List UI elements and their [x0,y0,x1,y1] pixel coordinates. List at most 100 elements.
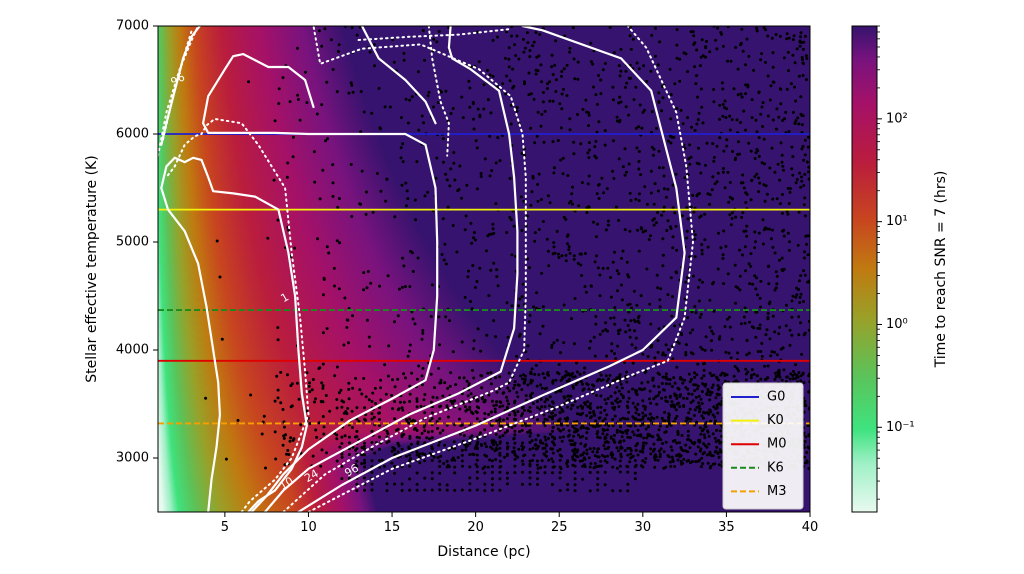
star-point [728,325,732,329]
star-point [556,252,560,256]
star-point [588,447,592,451]
star-point [488,174,492,178]
star-point [612,51,616,55]
star-point [621,165,625,169]
star-point [296,98,300,101]
star-point [618,95,622,99]
x-axis: 5 10 15 20 25 30 35 40 [221,512,818,535]
star-point [656,350,660,354]
star-point [802,158,806,162]
star-point [480,374,484,378]
star-point [639,418,642,422]
star-point [592,384,596,388]
star-point [521,462,525,466]
star-point [571,424,575,428]
star-point [778,34,782,38]
star-point [794,181,798,185]
star-point [400,406,404,410]
star-point [347,441,351,445]
star-point [589,284,593,288]
colorbar [851,25,878,513]
star-point [660,213,664,217]
plot-frame [157,25,811,513]
star-point [702,451,706,454]
star-point [503,56,507,60]
star-point [430,429,434,433]
star-point [636,453,640,457]
star-point [675,414,679,418]
star-point [408,488,412,492]
star-point [501,404,505,408]
star-point [798,301,802,304]
star-point [423,453,427,456]
star-point [490,410,494,414]
star-point [462,434,466,437]
star-point [565,94,569,98]
star-point [475,458,479,462]
star-point [540,112,544,116]
star-point [513,424,517,428]
star-point [303,70,307,74]
star-point [431,395,435,399]
star-point [710,329,714,333]
star-point [603,470,607,474]
legend-label: M0 [767,437,787,452]
star-point [699,214,703,218]
star-point [771,118,775,122]
x-axis-label: Distance (pc) [437,544,530,560]
star-point [628,191,632,195]
star-point [400,285,404,289]
star-point [785,32,789,36]
star-point [587,113,591,117]
star-point [339,388,343,392]
star-point [437,443,441,447]
star-point [573,489,577,493]
star-point [599,464,603,468]
star-point [355,464,359,468]
star-point [316,237,320,241]
star-point [638,387,642,391]
star-point [583,366,587,370]
star-point [347,435,351,439]
star-point [669,93,673,96]
star-point [491,222,495,226]
star-point [643,185,647,189]
star-point [578,372,582,376]
star-point [759,305,762,309]
star-point [628,436,632,440]
star-point [762,137,766,141]
star-point [632,98,636,102]
star-point [629,26,632,29]
star-point [639,226,643,230]
star-point [680,214,684,218]
star-point [594,419,598,423]
star-point [754,310,758,314]
star-point [543,446,547,450]
star-point [601,432,605,436]
star-point [505,231,509,234]
star-point [273,119,277,123]
star-point [384,392,388,396]
star-point [768,337,772,341]
star-point [596,470,600,474]
star-point [483,489,487,493]
star-point [438,440,442,444]
star-point [576,455,580,459]
star-point [573,342,576,346]
star-point [754,335,758,339]
star-point [672,135,676,139]
star-point [700,376,704,380]
star-point [613,322,617,326]
star-point [515,391,519,394]
star-point [708,371,712,375]
star-point [474,139,478,143]
star-point [797,315,801,319]
star-point [679,460,683,463]
star-point [351,314,354,318]
star-point [618,418,622,422]
star-point [562,87,565,91]
star-point [653,361,657,365]
star-point [577,433,580,437]
star-point [445,483,449,487]
